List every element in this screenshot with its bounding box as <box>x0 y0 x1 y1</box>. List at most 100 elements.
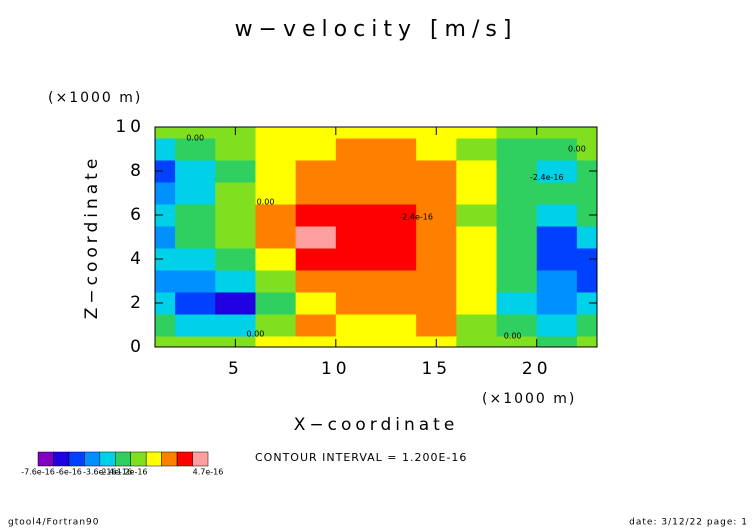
contour-cell <box>576 160 597 183</box>
colorbar-box <box>84 451 101 467</box>
contour-cell <box>536 336 578 347</box>
contour-cell <box>295 226 337 249</box>
contour-cell <box>456 160 498 183</box>
contour-cell <box>376 292 417 315</box>
contour-interval: CONTOUR INTERVAL = 1.200E-16 <box>255 451 467 464</box>
contour-cell <box>536 204 578 227</box>
contour-cell <box>175 204 216 227</box>
contour-cell <box>496 292 538 315</box>
contour-cell <box>255 270 297 293</box>
contour-cell <box>255 160 297 183</box>
contour-cell <box>295 182 337 205</box>
contour-cell <box>155 248 176 271</box>
contour-cell <box>215 248 256 271</box>
contour-cell <box>255 248 297 271</box>
contour-cell <box>416 138 457 161</box>
contour-cell <box>456 270 498 293</box>
contour-cell <box>576 248 597 271</box>
contour-cell <box>335 226 377 249</box>
contour-cell <box>335 270 377 293</box>
contour-cell <box>175 292 216 315</box>
x-tick-label: 20 <box>522 359 552 379</box>
colorbar-box <box>161 451 178 467</box>
plot-frame <box>154 126 598 348</box>
contour-cell <box>536 270 578 293</box>
contour-cell <box>175 127 216 139</box>
contour-cell <box>215 138 256 161</box>
contour-cell <box>295 160 337 183</box>
contour-cell <box>155 138 176 161</box>
contour-cell <box>576 182 597 205</box>
contour-cell <box>335 336 377 347</box>
contour-cell <box>376 204 417 227</box>
contour-cell <box>496 204 538 227</box>
y-tick-label: 2 <box>130 293 145 313</box>
contour-cell <box>295 336 337 347</box>
contour-cell <box>175 226 216 249</box>
colorbar-label: -2.4e-16 <box>98 468 132 477</box>
contour-cell <box>376 226 417 249</box>
contour-cell <box>295 127 337 139</box>
contour-cell <box>255 314 297 337</box>
contour-cell <box>295 270 337 293</box>
contour-cell <box>496 182 538 205</box>
contour-cell <box>255 138 297 161</box>
contour-cell <box>215 314 256 337</box>
contour-cell <box>536 138 578 161</box>
y-tick-label: 10 <box>115 117 145 137</box>
contour-cell <box>416 270 457 293</box>
contour-cell <box>215 204 256 227</box>
contour-cell <box>335 314 377 337</box>
contour-cell <box>496 127 538 139</box>
colorbar-box <box>99 451 116 467</box>
colorbar-label: 4.7e-16 <box>193 468 224 477</box>
contour-cell <box>496 226 538 249</box>
contour-cell <box>215 226 256 249</box>
contour-cell <box>576 204 597 227</box>
colorbar-box <box>37 451 54 467</box>
contour-cell <box>456 292 498 315</box>
contour-cell <box>416 204 457 227</box>
contour-cell <box>456 314 498 337</box>
colorbar-box <box>192 451 209 467</box>
contour-cell <box>576 314 597 337</box>
contour-cell <box>376 160 417 183</box>
contour-cell <box>175 336 216 347</box>
contour-cell <box>175 138 216 161</box>
x-axis-label: X−coordinate <box>294 415 459 435</box>
contour-cell <box>496 336 538 347</box>
contour-label: 0.00 <box>247 329 265 338</box>
contour-cell <box>255 336 297 347</box>
y-tick-label: 6 <box>130 205 145 225</box>
contour-cell <box>416 160 457 183</box>
contour-cell <box>536 226 578 249</box>
contour-cell <box>576 138 597 161</box>
contour-cell <box>155 182 176 205</box>
contour-cell <box>576 127 597 139</box>
contour-cell <box>416 314 457 337</box>
colorbar-box <box>176 451 193 467</box>
contour-cell <box>416 182 457 205</box>
contour-cell <box>416 226 457 249</box>
contour-cell <box>335 127 377 139</box>
contour-cell <box>376 270 417 293</box>
contour-cell <box>496 160 538 183</box>
contour-cell <box>576 226 597 249</box>
contour-cell <box>335 292 377 315</box>
contour-cell <box>155 292 176 315</box>
contour-cell <box>536 160 578 183</box>
contour-cell <box>496 248 538 271</box>
contour-cell <box>295 292 337 315</box>
contour-cell <box>456 138 498 161</box>
contour-cell <box>335 248 377 271</box>
contour-cell <box>496 138 538 161</box>
contour-cell <box>255 182 297 205</box>
contour-cell <box>175 270 216 293</box>
y-axis-label: Z−coordinate <box>82 155 102 320</box>
contour-cell <box>295 138 337 161</box>
contour-label: 0.00 <box>568 145 586 154</box>
contour-cell <box>335 138 377 161</box>
contour-cell <box>155 336 176 347</box>
contour-cell <box>376 182 417 205</box>
